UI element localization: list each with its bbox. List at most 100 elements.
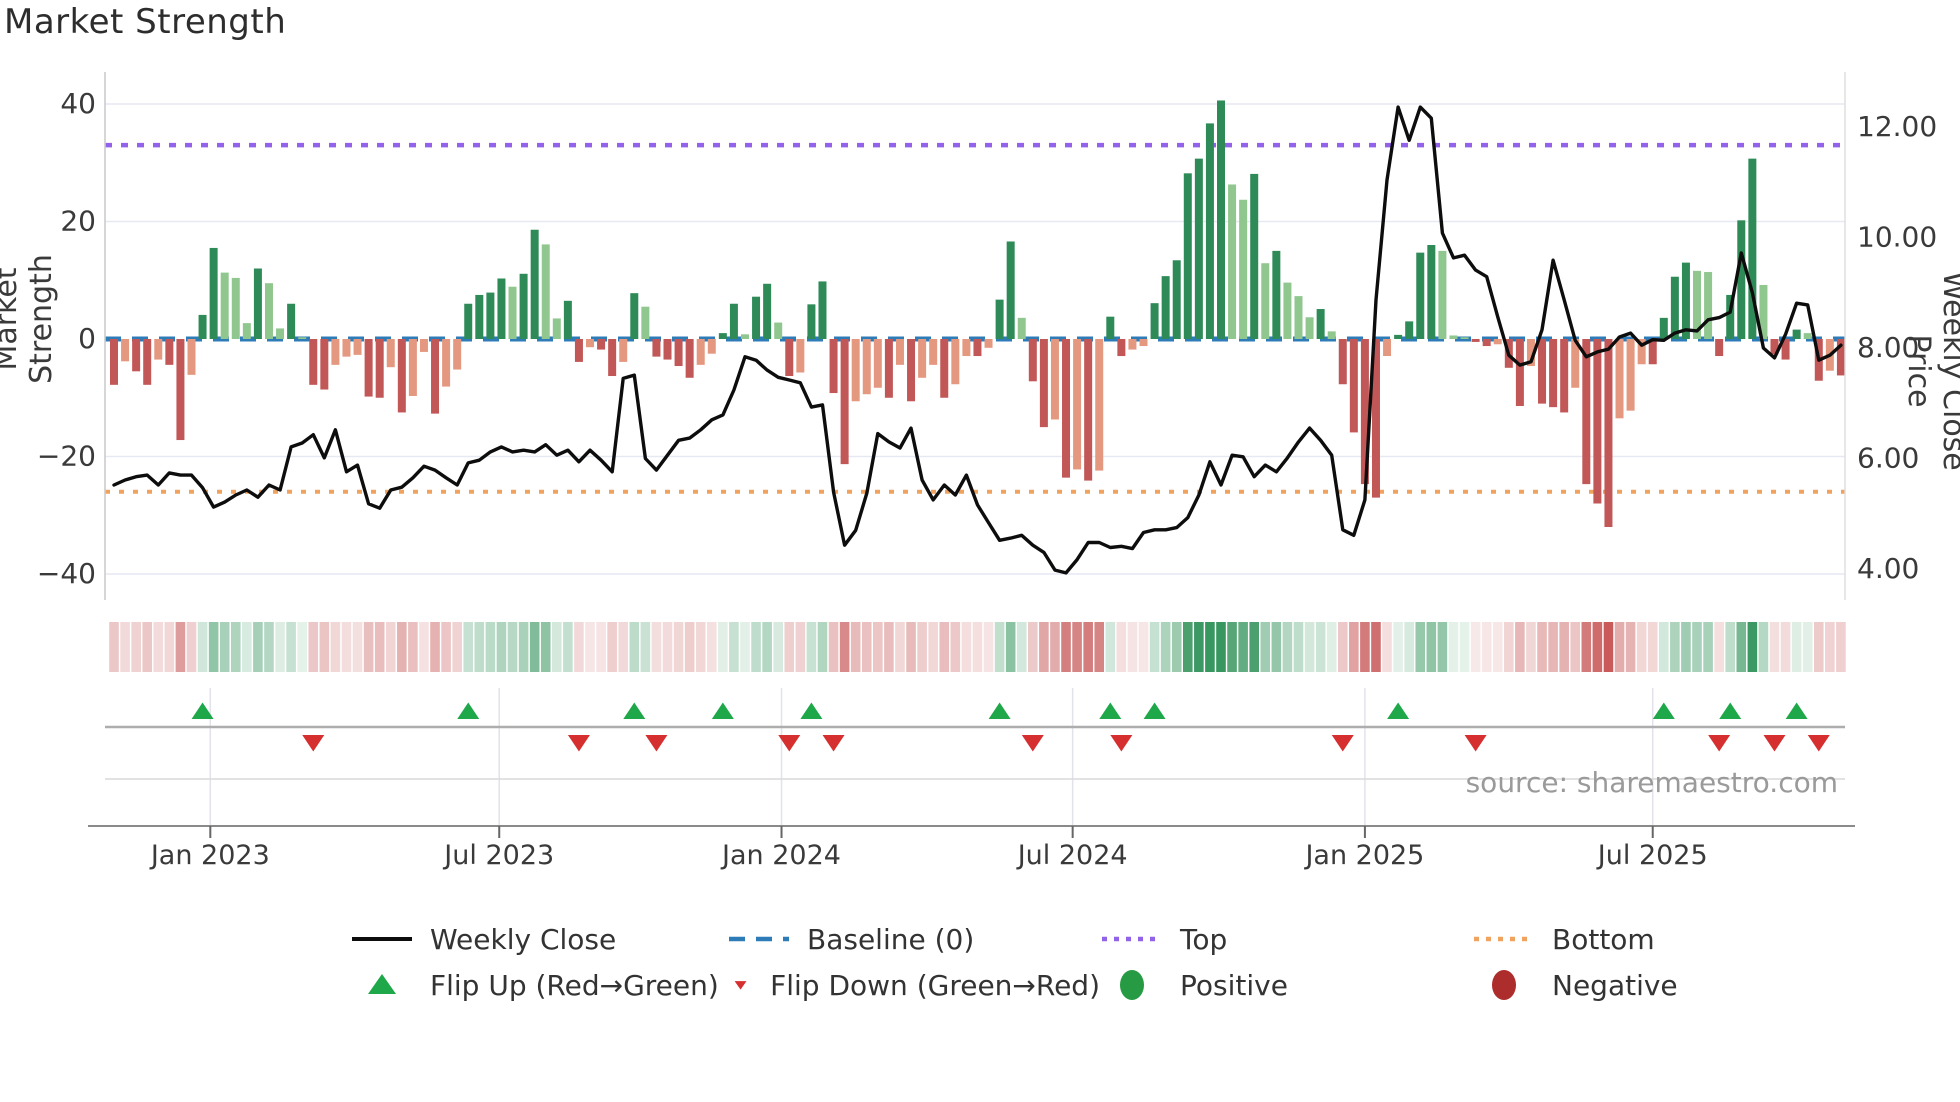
strength-bar (1582, 339, 1591, 485)
flip-up-icon (1143, 702, 1166, 719)
heatmap-cell (1249, 622, 1260, 672)
strength-bar (431, 339, 440, 414)
legend-item-negative[interactable]: Negative (1472, 966, 1810, 1004)
heatmap-cell (1769, 622, 1780, 672)
strength-bar (586, 339, 595, 348)
heatmap-cell (1337, 622, 1348, 672)
strength-bar (1416, 252, 1425, 339)
strength-bar (497, 278, 506, 339)
flip-up-icon (191, 702, 214, 719)
heatmap-cell (552, 622, 562, 672)
heatmap-cell (430, 622, 440, 672)
heatmap-cell (1271, 622, 1282, 672)
heatmap-cell (319, 622, 330, 672)
heatmap-cell (1791, 622, 1802, 672)
heatmap-cell (928, 622, 938, 672)
heatmap-cell (695, 622, 706, 672)
strength-bar (1172, 260, 1181, 339)
heatmap-cell (884, 622, 894, 672)
heatmap-cell (186, 622, 197, 672)
y-tick-label-left: −20 (37, 440, 96, 473)
strength-bar (1449, 335, 1458, 339)
legend-item-baseline[interactable]: Baseline (0) (727, 920, 1100, 958)
strength-bar (1128, 339, 1137, 350)
strength-bar (752, 296, 761, 339)
heatmap-cell (1360, 622, 1370, 672)
heatmap-cell (374, 622, 385, 672)
strength-bar (1305, 317, 1314, 339)
flip-down-icon (1807, 735, 1830, 752)
strength-bar (608, 339, 617, 377)
heatmap-cell (474, 622, 485, 672)
heatmap-cell (662, 622, 673, 672)
heatmap-cell (1016, 622, 1027, 672)
flip-up-icon (1387, 702, 1410, 719)
heatmap-cell (1127, 622, 1138, 672)
heatmap-cell (230, 622, 241, 672)
legend-label-flip-down: Flip Down (Green→Red) (770, 968, 1100, 1002)
strength-bar (154, 339, 163, 360)
strength-bar (652, 339, 661, 357)
legend-item-top[interactable]: Top (1100, 920, 1472, 958)
strength-bar (1250, 173, 1259, 339)
y-tick-label-left: 20 (60, 205, 96, 238)
heatmap-cell (1349, 622, 1359, 672)
x-tick-label: Jan 2025 (1303, 840, 1424, 871)
heatmap-cell (131, 622, 141, 672)
strength-bar (1139, 339, 1148, 347)
strength-bar (364, 339, 373, 397)
heatmap-cell (408, 622, 418, 672)
strength-bar (630, 293, 639, 339)
strength-bar (1117, 339, 1126, 357)
strength-bar (995, 299, 1004, 339)
flip-up-icon (1719, 702, 1742, 719)
legend-item-weekly-close[interactable]: Weekly Close (350, 920, 727, 958)
strength-bar (1482, 339, 1491, 347)
legend-item-bottom[interactable]: Bottom (1472, 920, 1810, 958)
strength-bar (1150, 303, 1159, 339)
strength-bar (309, 339, 318, 385)
heatmap-cell (385, 622, 396, 672)
strength-bar (1781, 339, 1790, 360)
heatmap-cell (850, 622, 861, 672)
heatmap-cell (352, 622, 363, 672)
baseline-swatch-icon (729, 936, 789, 942)
heatmap-cell (673, 622, 684, 672)
flip-down-icon (1331, 735, 1354, 752)
legend-item-flip-up[interactable]: Flip Up (Red→Green) (350, 966, 727, 1004)
heatmap-cell (518, 622, 529, 672)
strength-bar (1515, 339, 1524, 406)
x-tick-label: Jan 2023 (149, 840, 270, 871)
strength-bar (1017, 317, 1026, 339)
legend-item-flip-down[interactable]: Flip Down (Green→Red) (727, 966, 1100, 1004)
strength-bar (121, 339, 130, 362)
strength-bar (918, 339, 927, 378)
strength-bar (619, 339, 628, 362)
heatmap-cell (1758, 622, 1769, 672)
positive-swatch-icon (1120, 970, 1144, 1000)
heatmap-cell (574, 622, 584, 672)
strength-bar (110, 339, 118, 385)
strength-bar (729, 303, 738, 339)
heatmap-cell (330, 622, 341, 672)
heatmap-cell (1382, 622, 1392, 672)
heatmap-cell (1028, 622, 1038, 672)
strength-bar (375, 339, 384, 398)
heatmap-cell (972, 622, 983, 672)
strength-bar (973, 339, 982, 357)
heatmap-cell (253, 622, 263, 672)
heatmap-cell (1205, 622, 1215, 672)
heatmap-cell (164, 622, 175, 672)
strength-bar (1161, 276, 1170, 339)
strength-bar (718, 333, 727, 339)
strength-bar (1737, 220, 1746, 339)
strength-bar (740, 334, 749, 339)
heatmap-cell (1393, 622, 1403, 672)
legend-item-positive[interactable]: Positive (1100, 966, 1472, 1004)
heatmap-cell (197, 622, 208, 672)
strength-bar (1239, 199, 1248, 339)
flip-up-icon (800, 702, 823, 719)
heatmap-cell (507, 622, 518, 672)
